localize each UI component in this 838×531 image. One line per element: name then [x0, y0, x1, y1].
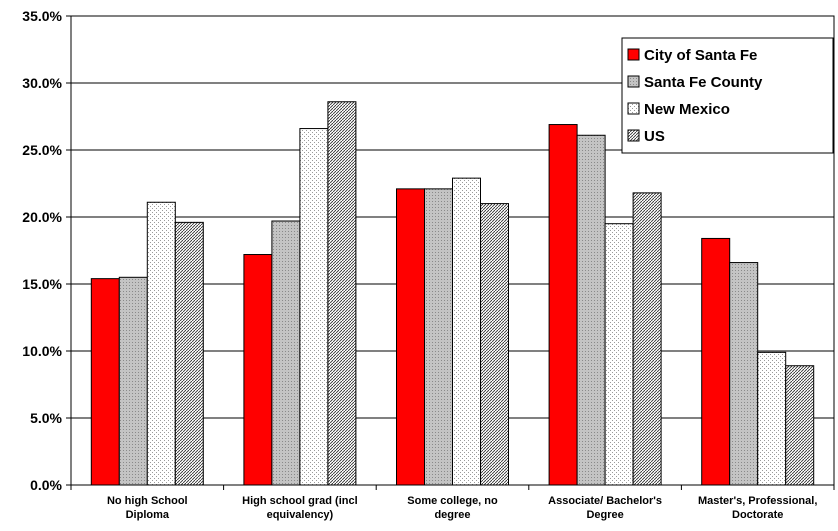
bar-city-of-santa-fe — [90, 278, 120, 486]
bar-city-of-santa-fe — [548, 124, 578, 486]
legend-label: Santa Fe County — [644, 74, 763, 91]
legend-box — [621, 37, 834, 154]
y-tick-label: 15.0% — [22, 276, 62, 292]
axes — [66, 15, 835, 490]
bar-us — [480, 203, 509, 486]
bar-santa-fe-county — [424, 188, 453, 486]
bar-santa-fe-county — [118, 276, 148, 486]
x-category-label: Associate/ Bachelor's Degree — [548, 495, 662, 521]
y-tick-labels: 0.0% 5.0% 10.0% 15.0% 20.0% 25.0% 30.0% 35.0% — [22, 8, 62, 493]
x-category-label: Master's, Professional, Doctorate — [698, 495, 817, 521]
legend-label: City of Santa Fe — [644, 47, 757, 64]
bar-santa-fe-county — [729, 262, 759, 486]
bar-us — [785, 365, 815, 486]
legend-label: US — [644, 128, 665, 145]
legend-swatch — [627, 75, 640, 88]
bar-new-mexico — [757, 351, 787, 486]
legend-swatch — [627, 48, 640, 61]
bar-city-of-santa-fe — [396, 188, 425, 486]
legend: City of Santa Fe Santa Fe County New Mexic… — [621, 37, 834, 154]
x-category-label: Some college, no degree — [407, 495, 498, 521]
bar-us — [174, 221, 204, 486]
legend-label: New Mexico — [644, 101, 730, 118]
bar-new-mexico — [146, 201, 176, 486]
y-tick-label: 20.0% — [22, 209, 62, 225]
y-tick-label: 30.0% — [22, 75, 62, 91]
bar-new-mexico — [604, 223, 634, 486]
y-tick-label: 0.0% — [30, 477, 62, 493]
x-category-label: High school grad (incl equivalency) — [242, 495, 358, 521]
x-category-labels: No high School Diploma High school grad (i… — [107, 495, 817, 521]
legend-swatch — [627, 102, 640, 115]
bar-us — [327, 101, 357, 486]
plot-area-frame — [70, 15, 835, 486]
bar-city-of-santa-fe — [701, 237, 731, 486]
bar-santa-fe-county — [271, 220, 301, 486]
x-category-label: No high School Diploma — [107, 495, 188, 521]
y-tick-label: 35.0% — [22, 8, 62, 24]
bar-new-mexico — [452, 177, 481, 486]
legend-swatch — [627, 129, 640, 142]
y-tick-label: 25.0% — [22, 142, 62, 158]
bar-us — [632, 192, 662, 486]
y-tick-label: 5.0% — [30, 410, 62, 426]
y-tick-label: 10.0% — [22, 343, 62, 359]
bar-santa-fe-county — [576, 134, 606, 486]
bars — [90, 101, 815, 486]
bar-city-of-santa-fe — [243, 254, 273, 486]
bar-new-mexico — [299, 128, 329, 486]
